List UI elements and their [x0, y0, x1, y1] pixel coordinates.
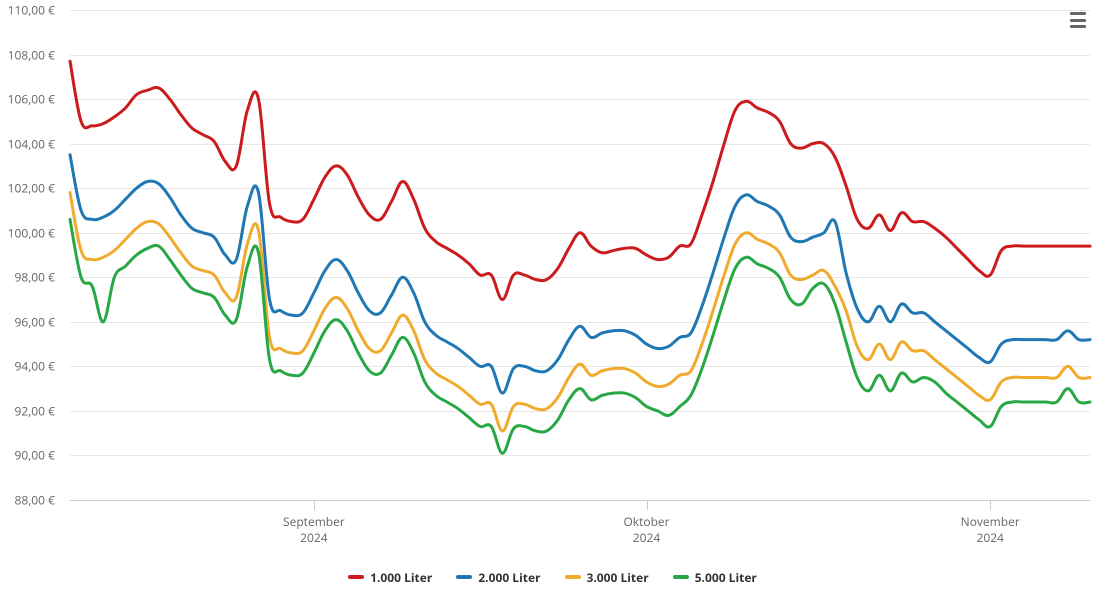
legend-swatch	[565, 575, 581, 579]
legend-item-5-000-liter[interactable]: 5.000 Liter	[673, 569, 757, 586]
plot-area	[70, 10, 1090, 500]
x-tick-month: Oktober	[623, 513, 669, 530]
y-tick-label: 90,00 €	[0, 447, 55, 464]
legend-item-3-000-liter[interactable]: 3.000 Liter	[565, 569, 649, 586]
series-line-2-000-liter[interactable]	[70, 155, 1090, 393]
x-axis-line	[70, 500, 1090, 501]
x-tick-label: Oktober2024	[623, 514, 669, 545]
x-tick	[314, 500, 315, 510]
legend-swatch	[673, 575, 689, 579]
legend-swatch	[456, 575, 472, 579]
legend-label: 5.000 Liter	[695, 569, 757, 586]
x-tick-label: November2024	[961, 514, 1020, 545]
x-tick-year: 2024	[300, 529, 327, 546]
y-tick-label: 110,00 €	[0, 2, 55, 19]
y-tick-label: 94,00 €	[0, 358, 55, 375]
x-tick-label: September2024	[283, 514, 345, 545]
y-tick-label: 92,00 €	[0, 402, 55, 419]
price-chart: 88,00 € 90,00 € 92,00 € 94,00 € 96,00 € 98,00…	[0, 0, 1105, 602]
y-tick-label: 98,00 €	[0, 269, 55, 286]
legend-label: 1.000 Liter	[370, 569, 432, 586]
legend-item-1-000-liter[interactable]: 1.000 Liter	[348, 569, 432, 586]
legend-label: 3.000 Liter	[587, 569, 649, 586]
x-tick	[990, 500, 991, 510]
x-tick-year: 2024	[976, 529, 1003, 546]
y-tick-label: 108,00 €	[0, 46, 55, 63]
y-tick-label: 102,00 €	[0, 180, 55, 197]
legend-item-2-000-liter[interactable]: 2.000 Liter	[456, 569, 540, 586]
y-tick-label: 100,00 €	[0, 224, 55, 241]
x-tick-year: 2024	[633, 529, 660, 546]
series-line-1-000-liter[interactable]	[70, 61, 1090, 299]
x-tick	[647, 500, 648, 510]
legend-label: 2.000 Liter	[478, 569, 540, 586]
y-tick-label: 106,00 €	[0, 91, 55, 108]
y-tick-label: 104,00 €	[0, 135, 55, 152]
x-tick-month: September	[283, 513, 345, 530]
y-tick-label: 88,00 €	[0, 492, 55, 509]
y-tick-label: 96,00 €	[0, 313, 55, 330]
x-tick-month: November	[961, 513, 1020, 530]
legend: 1.000 Liter 2.000 Liter 3.000 Liter 5.000 L…	[0, 566, 1105, 586]
legend-swatch	[348, 575, 364, 579]
